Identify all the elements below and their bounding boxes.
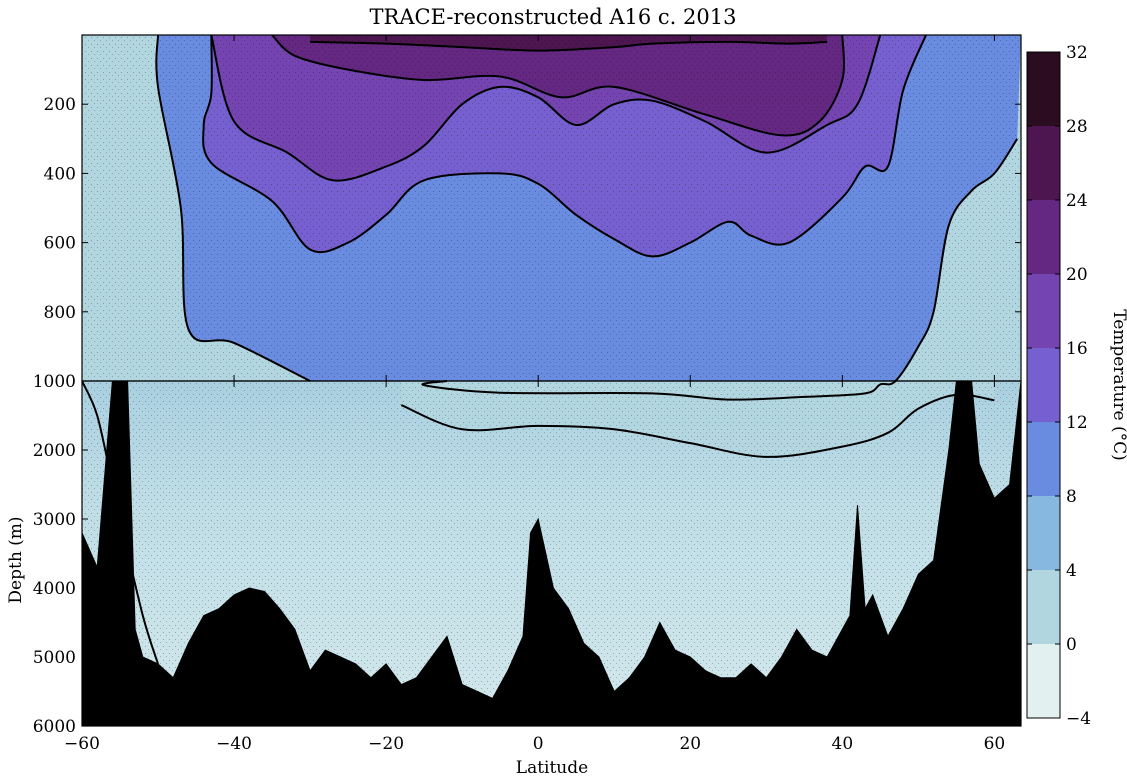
colorbar-segment (1027, 200, 1060, 274)
upper-temperature-field (82, 35, 1021, 381)
y-axis-label: Depth (m) (6, 516, 26, 603)
x-tick-label: 20 (679, 734, 701, 754)
x-tick-label: −60 (64, 734, 100, 754)
y-tick-label: 5000 (33, 648, 76, 668)
upper-panel (82, 35, 1021, 381)
y-tick-label: 400 (44, 164, 76, 184)
y-tick-label: 800 (44, 303, 76, 323)
x-axis-label: Latitude (516, 758, 588, 778)
upper-stipple (82, 35, 1021, 381)
colorbar-segment (1027, 570, 1060, 644)
x-tick-label: 0 (533, 734, 544, 754)
isotherm-4-lower-7 (400, 393, 995, 458)
x-tick-label: −20 (368, 734, 404, 754)
colorbar-segment (1027, 496, 1060, 570)
isotherm-12-upper-3 (202, 35, 927, 258)
colorbar-tick-label: 28 (1066, 117, 1088, 137)
colorbar-tick-label: 20 (1066, 265, 1088, 285)
colorbar-tick-label: 32 (1066, 43, 1088, 63)
colorbar-segment (1027, 126, 1060, 200)
y-tick-label: 2000 (33, 441, 76, 461)
colorbar-tick-label: 16 (1066, 339, 1088, 359)
colorbar-tick-label: 8 (1066, 487, 1077, 507)
x-tick-label: −40 (216, 734, 252, 754)
chart-title: TRACE-reconstructed A16 c. 2013 (370, 5, 737, 29)
isotherm-8-upper-5 (436, 138, 1019, 381)
y-tick-label: 200 (44, 95, 76, 115)
bathymetry-seafloor (82, 381, 1021, 726)
tick-group: −60 −40 −20 0 20 40 60 200 400 600 800 1000 2000 3000… (33, 35, 1021, 754)
y-tick-label: 4000 (33, 579, 76, 599)
lower-panel (82, 381, 1021, 726)
colorbar-tick-label: 24 (1066, 191, 1088, 211)
colorbar-frame (1026, 51, 1061, 719)
colorbar-tick-label: 4 (1066, 561, 1077, 581)
colorbar-tick-label: −4 (1066, 709, 1091, 729)
colorbar-tick-label: 0 (1066, 635, 1077, 655)
colorbar: −4 0 4 8 12 16 20 24 28 32 (1026, 43, 1091, 729)
y-tick-label: 3000 (33, 510, 76, 530)
isotherm-16-upper-2 (210, 35, 882, 182)
y-tick-label: 600 (44, 234, 76, 254)
isotherm-24-upper-0 (310, 40, 828, 52)
colorbar-segment (1027, 422, 1060, 496)
axes-frames (81, 34, 1022, 727)
isotherm-8-upper-4 (155, 35, 311, 381)
y-tick-label: 1000 (33, 372, 76, 392)
isotherm-8-lower-5 (421, 381, 897, 401)
x-tick-label: 40 (832, 734, 854, 754)
isotherm-20-upper-1 (271, 35, 845, 137)
lower-axes-frame (81, 380, 1022, 727)
upper-isotherm-group (82, 35, 1019, 381)
y-tick-label: 6000 (33, 717, 76, 737)
colorbar-segment (1027, 644, 1060, 718)
colorbar-segment (1027, 348, 1060, 422)
bathymetry-group (82, 381, 1021, 726)
x-tick-label: 60 (984, 734, 1006, 754)
colorbar-tick-label: 12 (1066, 413, 1088, 433)
colorbar-label: Temperature (°C) (1109, 309, 1127, 461)
colorbar-segment (1027, 52, 1060, 126)
colorbar-segment (1027, 274, 1060, 348)
